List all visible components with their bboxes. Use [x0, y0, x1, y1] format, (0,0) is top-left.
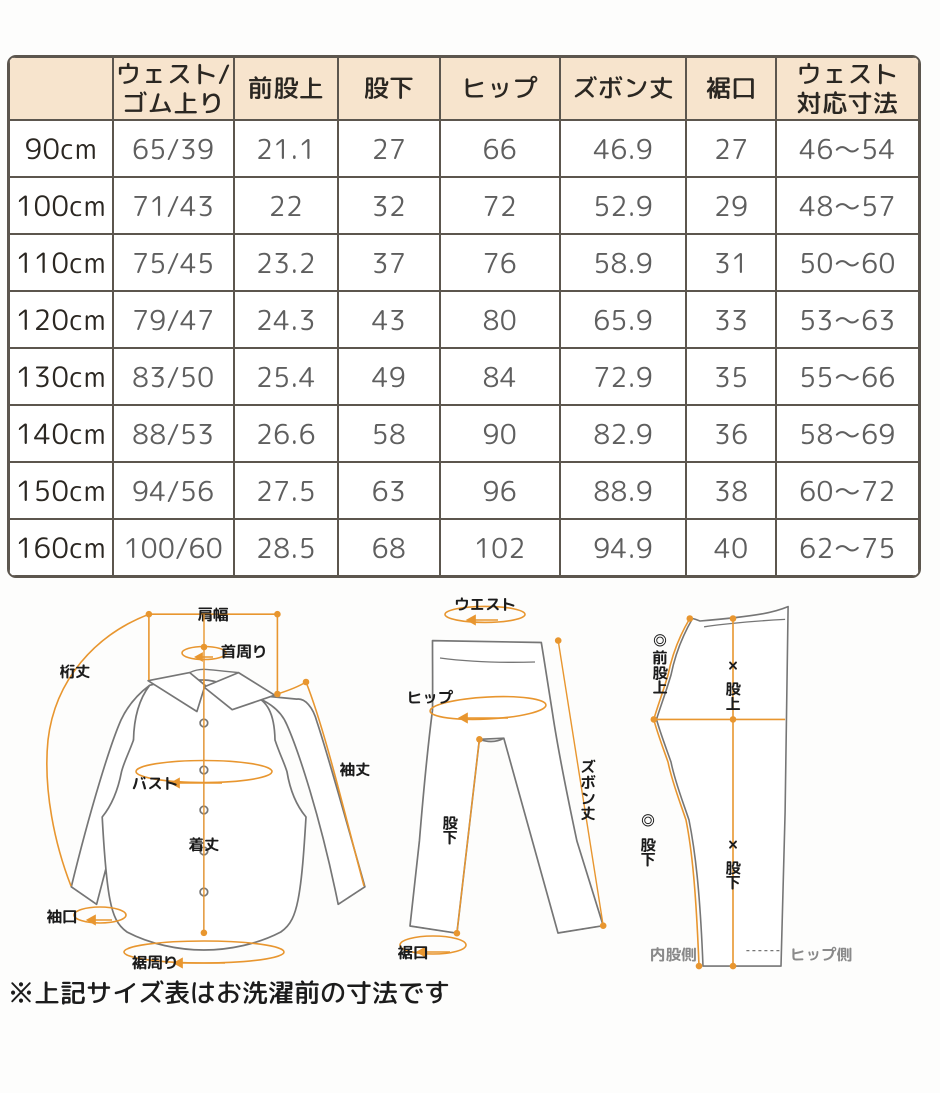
svg-text:裾口: 裾口 [397, 941, 428, 963]
svg-text:内股側: 内股側 [650, 943, 697, 965]
svg-text:バスト: バスト [132, 772, 179, 794]
svg-text:裾周り: 裾周り [132, 951, 179, 973]
svg-text:×: × [728, 832, 737, 854]
svg-text:◎: ◎ [652, 629, 668, 651]
svg-text:股上: 股上 [722, 681, 744, 712]
svg-text:着丈: 着丈 [188, 833, 219, 855]
svg-text:※上記サイズ表はお洗濯前の寸法です: ※上記サイズ表はお洗濯前の寸法です [8, 975, 450, 1011]
svg-text:桁丈: 桁丈 [59, 660, 90, 682]
svg-text:ヒップ側: ヒップ側 [790, 943, 853, 965]
svg-text:肩幅: 肩幅 [197, 603, 228, 625]
svg-text:◎: ◎ [640, 809, 656, 831]
svg-text:前股上: 前股上 [649, 649, 671, 696]
svg-text:ウエスト: ウエスト [454, 593, 516, 615]
svg-text:首周り: 首周り [221, 640, 268, 662]
svg-text:袖丈: 袖丈 [339, 758, 370, 780]
svg-text:袖口: 袖口 [46, 905, 77, 927]
svg-text:股下: 股下 [439, 815, 461, 846]
svg-text:ヒップ: ヒップ [407, 686, 454, 708]
svg-text:股下: 股下 [722, 860, 744, 891]
svg-text:ズボン丈: ズボン丈 [577, 759, 599, 821]
svg-text:×: × [728, 653, 737, 675]
svg-text:股下: 股下 [637, 837, 659, 868]
